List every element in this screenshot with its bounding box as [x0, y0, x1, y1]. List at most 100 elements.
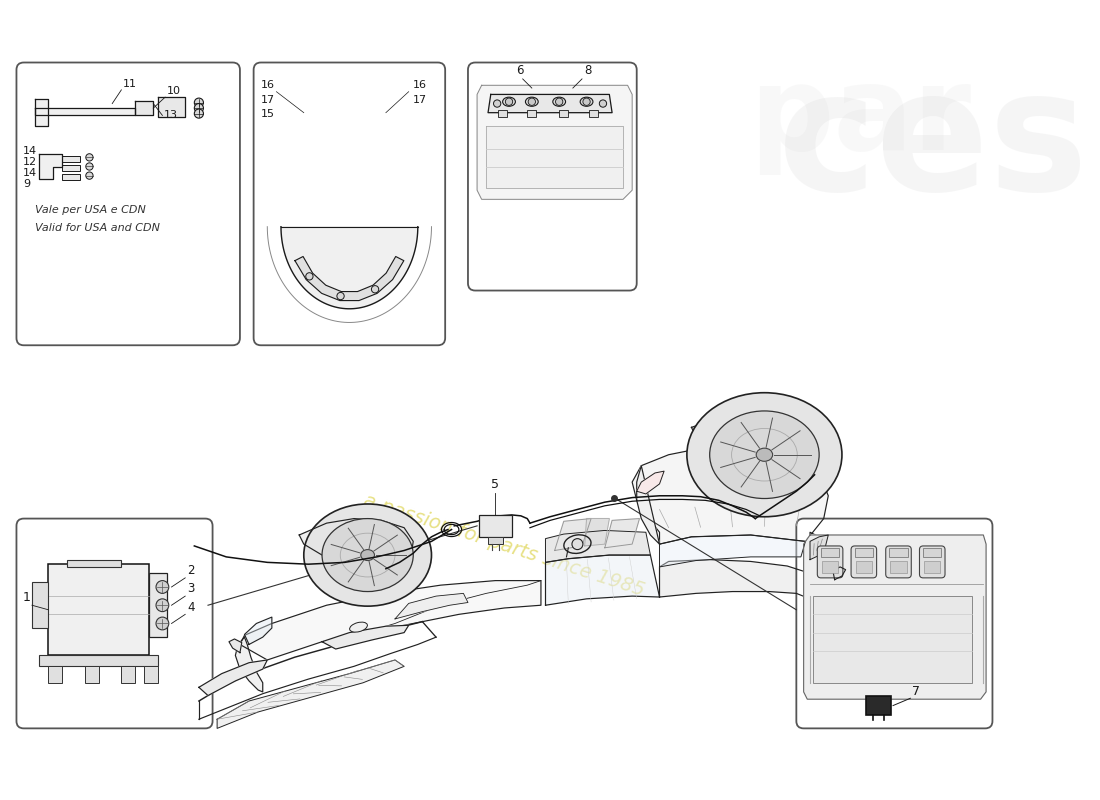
Polygon shape — [135, 101, 153, 115]
Polygon shape — [632, 446, 828, 544]
Polygon shape — [692, 413, 837, 474]
Bar — [924, 561, 940, 574]
Text: par: par — [749, 60, 971, 174]
Bar — [866, 697, 891, 714]
Ellipse shape — [526, 97, 538, 106]
Polygon shape — [804, 535, 986, 699]
Polygon shape — [35, 99, 135, 115]
Text: 12: 12 — [23, 157, 37, 166]
Circle shape — [572, 538, 583, 550]
Circle shape — [337, 293, 344, 300]
Polygon shape — [199, 660, 267, 695]
Polygon shape — [810, 535, 828, 560]
Polygon shape — [340, 291, 359, 301]
Bar — [32, 582, 48, 628]
Ellipse shape — [350, 622, 367, 632]
Circle shape — [86, 163, 94, 170]
Text: 17: 17 — [261, 94, 275, 105]
Polygon shape — [235, 637, 263, 692]
Polygon shape — [321, 286, 341, 301]
FancyBboxPatch shape — [16, 62, 240, 346]
Text: ces: ces — [778, 63, 1089, 226]
Polygon shape — [637, 471, 664, 494]
Polygon shape — [358, 286, 377, 301]
Bar — [148, 574, 167, 637]
Polygon shape — [240, 581, 541, 660]
Ellipse shape — [580, 97, 593, 106]
Text: 7: 7 — [912, 685, 921, 698]
Polygon shape — [157, 97, 185, 118]
Polygon shape — [306, 273, 326, 294]
Polygon shape — [488, 94, 612, 113]
Circle shape — [306, 273, 313, 280]
Bar — [48, 666, 62, 682]
Polygon shape — [386, 257, 404, 279]
FancyBboxPatch shape — [886, 546, 911, 578]
Polygon shape — [35, 108, 48, 126]
Circle shape — [600, 100, 606, 107]
Polygon shape — [244, 617, 272, 645]
Bar — [890, 548, 908, 557]
Ellipse shape — [361, 550, 374, 561]
FancyBboxPatch shape — [796, 518, 992, 728]
Bar — [856, 561, 872, 574]
Text: 14: 14 — [23, 168, 37, 178]
Polygon shape — [486, 126, 623, 188]
Text: 10: 10 — [167, 86, 182, 95]
Bar — [62, 165, 80, 171]
Bar — [85, 666, 99, 682]
Circle shape — [528, 98, 536, 106]
FancyBboxPatch shape — [920, 546, 945, 578]
Polygon shape — [295, 257, 312, 279]
Circle shape — [86, 172, 94, 179]
Bar — [590, 110, 598, 118]
Circle shape — [156, 617, 168, 630]
FancyBboxPatch shape — [817, 546, 843, 578]
Ellipse shape — [553, 97, 565, 106]
Circle shape — [156, 599, 168, 612]
Circle shape — [505, 98, 513, 106]
Ellipse shape — [686, 393, 842, 517]
Bar — [923, 548, 942, 557]
Bar — [488, 537, 503, 544]
Polygon shape — [280, 226, 418, 309]
Text: 3: 3 — [187, 582, 195, 595]
Polygon shape — [810, 532, 842, 601]
Polygon shape — [322, 626, 409, 649]
Bar — [121, 666, 135, 682]
Ellipse shape — [756, 448, 772, 462]
Text: 4: 4 — [187, 601, 195, 614]
Text: 15: 15 — [261, 110, 275, 119]
Bar — [62, 174, 80, 180]
Bar — [498, 110, 507, 118]
Ellipse shape — [322, 518, 414, 591]
Circle shape — [195, 98, 204, 107]
Polygon shape — [546, 530, 650, 562]
Polygon shape — [585, 518, 609, 546]
Polygon shape — [660, 560, 810, 599]
Polygon shape — [40, 154, 62, 179]
Bar — [48, 564, 148, 655]
Circle shape — [583, 98, 591, 106]
Bar — [67, 560, 121, 567]
Bar — [822, 561, 838, 574]
Text: 11: 11 — [123, 79, 138, 89]
Circle shape — [86, 154, 94, 161]
Bar — [144, 666, 157, 682]
FancyBboxPatch shape — [468, 62, 637, 290]
Text: 13: 13 — [164, 110, 178, 120]
Circle shape — [556, 98, 563, 106]
Polygon shape — [229, 639, 242, 653]
Text: 1: 1 — [23, 590, 31, 604]
Polygon shape — [637, 466, 660, 544]
FancyBboxPatch shape — [254, 62, 446, 346]
Bar — [855, 548, 873, 557]
Text: 6: 6 — [516, 64, 524, 78]
Bar — [40, 655, 157, 666]
Bar — [813, 596, 972, 682]
Circle shape — [195, 109, 204, 118]
FancyBboxPatch shape — [16, 518, 212, 728]
Text: Vale per USA e CDN: Vale per USA e CDN — [35, 205, 145, 215]
Polygon shape — [395, 594, 468, 619]
Polygon shape — [605, 518, 639, 548]
